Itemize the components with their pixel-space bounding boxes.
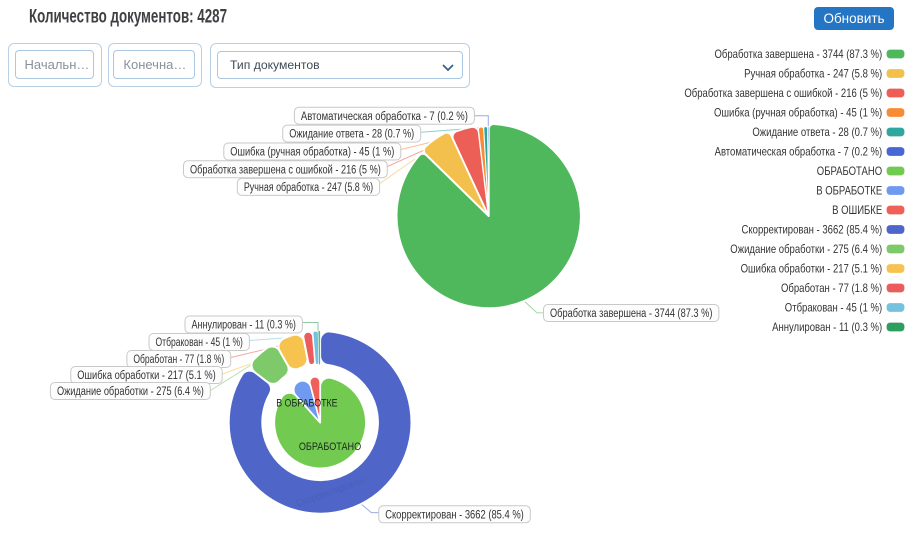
svg-text:Скорректирован - 3662 (85.4 %): Скорректирован - 3662 (85.4 %) <box>742 224 883 237</box>
svg-text:Автоматическая обработка - 7 (: Автоматическая обработка - 7 (0.2 %) <box>301 111 468 123</box>
svg-text:Ручная обработка - 247 (5.8 %): Ручная обработка - 247 (5.8 %) <box>244 182 373 194</box>
svg-text:Обработан - 77 (1.8 %): Обработан - 77 (1.8 %) <box>133 354 224 366</box>
svg-text:Обработка завершена - 3744 (87: Обработка завершена - 3744 (87.3 %) <box>550 308 713 320</box>
svg-text:Обработка завершена с ошибкой: Обработка завершена с ошибкой - 216 (5 %… <box>190 164 381 176</box>
svg-text:ОБРАБОТАНО: ОБРАБОТАНО <box>299 441 362 453</box>
svg-text:Ошибка (ручная обработка) - 45: Ошибка (ручная обработка) - 45 (1 %) <box>714 107 882 120</box>
svg-text:Обработан - 77 (1.8 %): Обработан - 77 (1.8 %) <box>781 282 882 295</box>
svg-text:Скорректирован - 3662 (85.4 %): Скорректирован - 3662 (85.4 %) <box>385 509 524 521</box>
svg-text:Обработка завершена - 3744 (87: Обработка завершена - 3744 (87.3 %) <box>715 48 883 61</box>
svg-text:Ручная обработка - 247 (5.8 %): Ручная обработка - 247 (5.8 %) <box>744 68 882 81</box>
svg-text:Ожидание ответа - 28 (0.7 %): Ожидание ответа - 28 (0.7 %) <box>289 129 414 141</box>
svg-text:Аннулирован - 11 (0.3 %): Аннулирован - 11 (0.3 %) <box>772 321 882 334</box>
svg-text:ОБРАБОТАНО: ОБРАБОТАНО <box>817 165 882 178</box>
svg-text:Обработка завершена с ошибкой: Обработка завершена с ошибкой - 216 (5 %… <box>684 87 882 100</box>
svg-text:Ошибка обработки - 217 (5.1 %): Ошибка обработки - 217 (5.1 %) <box>741 263 883 276</box>
svg-text:Отбракован - 45 (1 %): Отбракован - 45 (1 %) <box>785 302 882 315</box>
svg-text:В ОБРАБОТКЕ: В ОБРАБОТКЕ <box>816 185 882 198</box>
svg-text:Аннулирован - 11 (0.3 %): Аннулирован - 11 (0.3 %) <box>192 320 297 332</box>
svg-text:Ошибка обработки - 217 (5.1 %): Ошибка обработки - 217 (5.1 %) <box>77 370 216 382</box>
svg-text:В ОБРАБОТКЕ: В ОБРАБОТКЕ <box>276 397 337 409</box>
svg-text:В ОШИБКЕ: В ОШИБКЕ <box>832 204 882 217</box>
svg-text:Автоматическая обработка - 7 (: Автоматическая обработка - 7 (0.2 %) <box>715 146 883 159</box>
svg-text:Отбракован - 45 (1 %): Отбракован - 45 (1 %) <box>156 337 244 349</box>
svg-text:Ожидание обработки - 275 (6.4: Ожидание обработки - 275 (6.4 %) <box>730 243 882 256</box>
svg-text:Ожидание обработки - 275 (6.4: Ожидание обработки - 275 (6.4 %) <box>57 386 204 398</box>
svg-text:Количество документов: 4287: Количество документов: 4287 <box>29 7 227 28</box>
svg-text:Ошибка (ручная обработка) - 45: Ошибка (ручная обработка) - 45 (1 %) <box>230 147 394 159</box>
svg-text:Ожидание ответа - 28 (0.7 %): Ожидание ответа - 28 (0.7 %) <box>752 126 882 139</box>
